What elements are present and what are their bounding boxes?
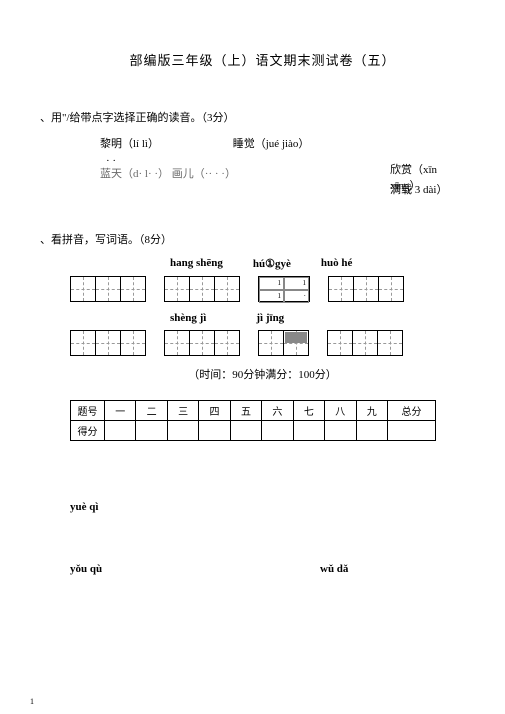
page-title: 部编版三年级（上）语文期末测试卷（五） xyxy=(70,50,455,69)
char-box xyxy=(258,330,284,356)
pinyin-1a: hang shēng xyxy=(170,257,223,270)
score-cell xyxy=(136,421,167,441)
col-header: 一 xyxy=(105,401,136,421)
score-cell xyxy=(387,421,435,441)
char-boxes-row1: 1 1 1 · xyxy=(70,276,455,302)
char-box-group xyxy=(328,276,404,302)
page-number: 1 xyxy=(30,697,34,706)
char-box-group-gray xyxy=(258,330,309,356)
char-box-group xyxy=(70,330,146,356)
pinyin-1c: huò hé xyxy=(321,257,353,270)
pinyin-2a: shèng jì xyxy=(170,312,206,324)
col-header: 五 xyxy=(230,401,261,421)
section1-heading: 、用"/给带点字选择正确的读音。（3分） xyxy=(40,109,455,125)
char-box-gray xyxy=(283,330,309,356)
pinyin-label-yueqi: yuè qì xyxy=(70,501,455,513)
char-box xyxy=(353,276,379,302)
col-header: 六 xyxy=(262,401,293,421)
col-header: 七 xyxy=(293,401,324,421)
col-header: 八 xyxy=(325,401,356,421)
score-cell xyxy=(167,421,198,441)
char-box xyxy=(95,276,121,302)
mini-cell: 1 xyxy=(284,277,309,290)
item-shuijiao: 睡觉（jué jiào） xyxy=(233,135,310,151)
score-table: 题号 一 二 三 四 五 六 七 八 九 总分 得分 xyxy=(70,400,436,441)
char-box xyxy=(327,330,353,356)
char-box-group xyxy=(327,330,403,356)
char-box xyxy=(377,330,403,356)
mini-cell: 1 xyxy=(259,290,284,303)
char-box xyxy=(164,276,190,302)
char-box xyxy=(164,330,190,356)
char-box-group xyxy=(164,276,240,302)
char-box xyxy=(120,330,146,356)
char-box xyxy=(70,276,96,302)
score-cell xyxy=(356,421,387,441)
score-cell xyxy=(105,421,136,441)
col-header: 九 xyxy=(356,401,387,421)
col-header: 三 xyxy=(167,401,198,421)
char-box xyxy=(70,330,96,356)
score-cell xyxy=(293,421,324,441)
row-header: 得分 xyxy=(71,421,105,441)
mini-cell: · xyxy=(284,290,309,303)
pinyin-label-youqu: yǒu qù xyxy=(70,563,320,575)
section2-heading: 、看拼音，写词语。（8分） xyxy=(40,231,455,247)
char-box xyxy=(378,276,404,302)
char-box-group xyxy=(164,330,240,356)
score-cell xyxy=(262,421,293,441)
char-box-group-special: 1 1 1 · xyxy=(258,276,310,302)
char-box xyxy=(214,276,240,302)
char-box xyxy=(95,330,121,356)
char-box xyxy=(214,330,240,356)
col-header: 总分 xyxy=(387,401,435,421)
pinyin-2b: jì jīng xyxy=(256,312,284,324)
table-row: 题号 一 二 三 四 五 六 七 八 九 总分 xyxy=(71,401,436,421)
item-manzai: 满载 3 dài） xyxy=(390,181,447,197)
char-box xyxy=(189,330,215,356)
char-boxes-row2 xyxy=(70,330,455,356)
col-header: 二 xyxy=(136,401,167,421)
char-box xyxy=(328,276,354,302)
char-box-group xyxy=(70,276,146,302)
mini-cell: 1 xyxy=(259,277,284,290)
col-header: 四 xyxy=(199,401,230,421)
score-cell xyxy=(325,421,356,441)
score-cell xyxy=(199,421,230,441)
score-cell xyxy=(230,421,261,441)
pinyin-1b: hú①gyè xyxy=(253,257,291,270)
pinyin-label-wuda: wǔ dǎ xyxy=(320,563,348,575)
row-header: 题号 xyxy=(71,401,105,421)
item-liming: 黎明（lí lì） xyxy=(100,135,230,151)
char-box xyxy=(189,276,215,302)
time-score-caption: （时间：90分钟满分：100分） xyxy=(70,366,455,382)
char-box xyxy=(352,330,378,356)
char-box xyxy=(120,276,146,302)
item-partial: 蓝天（d· l· ·） 画儿（·· · ·） xyxy=(100,168,236,180)
table-row: 得分 xyxy=(71,421,436,441)
